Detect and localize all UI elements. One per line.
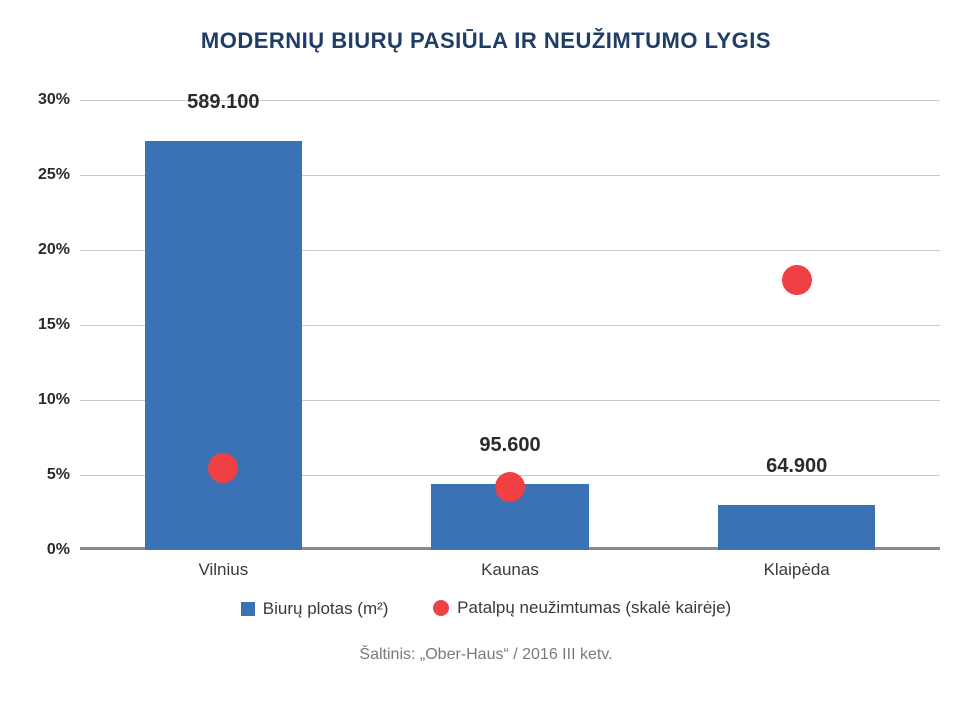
bar-value-label: 95.600 xyxy=(479,434,540,457)
legend-item-bars: Biurų plotas (m²) xyxy=(241,599,389,619)
category-label: Klaipėda xyxy=(764,560,830,580)
y-tick-label: 10% xyxy=(38,391,70,409)
legend-item-markers: Patalpų neužimtumas (skalė kairėje) xyxy=(433,598,731,618)
scatter-marker xyxy=(208,453,238,483)
y-tick-label: 25% xyxy=(38,166,70,184)
chart-title: MODERNIŲ BIURŲ PASIŪLA IR NEUŽIMTUMO LYG… xyxy=(0,0,972,54)
source-text: Šaltinis: „Ober-Haus“ / 2016 III ketv. xyxy=(0,646,972,664)
chart-container: MODERNIŲ BIURŲ PASIŪLA IR NEUŽIMTUMO LYG… xyxy=(0,0,972,724)
legend-swatch-square xyxy=(241,602,255,616)
bar-value-label: 589.100 xyxy=(187,91,259,114)
legend-swatch-dot xyxy=(433,600,449,616)
bar-value-label: 64.900 xyxy=(766,455,827,478)
y-tick-label: 15% xyxy=(38,316,70,334)
y-tick-label: 0% xyxy=(47,541,70,559)
legend-label: Patalpų neužimtumas (skalė kairėje) xyxy=(457,598,731,618)
legend-label: Biurų plotas (m²) xyxy=(263,599,389,619)
y-tick-label: 30% xyxy=(38,91,70,109)
category-label: Kaunas xyxy=(481,560,539,580)
y-tick-label: 5% xyxy=(47,466,70,484)
category-label: Vilnius xyxy=(198,560,248,580)
bar xyxy=(718,505,876,550)
y-tick-label: 20% xyxy=(38,241,70,259)
scatter-marker xyxy=(782,265,812,295)
bar xyxy=(145,141,303,551)
scatter-marker xyxy=(495,472,525,502)
plot-area: 0%5%10%15%20%25%30%589.100Vilnius95.600K… xyxy=(80,100,940,550)
legend: Biurų plotas (m²) Patalpų neužimtumas (s… xyxy=(0,598,972,621)
